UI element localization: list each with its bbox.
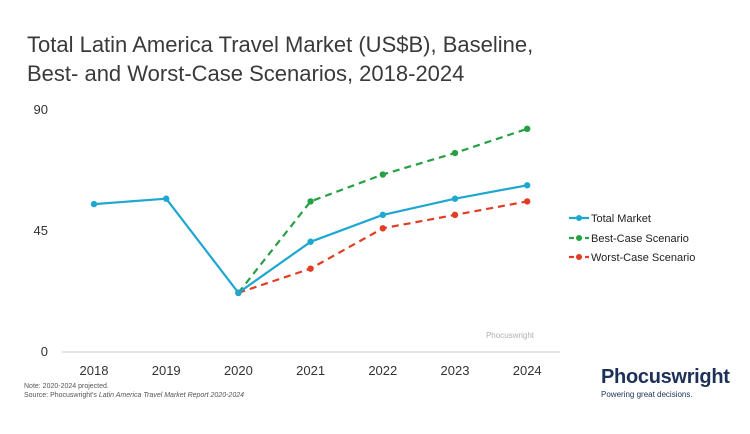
- legend-swatch-marker: [576, 254, 582, 260]
- x-tick-label: 2019: [152, 363, 181, 378]
- chart-title: Total Latin America Travel Market (US$B)…: [27, 30, 533, 88]
- brand-tagline: Powering great decisions.: [601, 390, 693, 399]
- x-tick-label: 2022: [368, 363, 397, 378]
- legend-swatch-marker: [576, 215, 582, 221]
- data-point: [235, 289, 242, 297]
- data-point: [90, 200, 98, 208]
- chart-title-line-1: Total Latin America Travel Market (US$B)…: [27, 32, 534, 57]
- source-report-title: Latin America Travel Market Report 2020-…: [98, 392, 244, 399]
- data-point: [524, 125, 531, 133]
- x-tick-label: 2021: [296, 363, 325, 378]
- data-point: [307, 238, 314, 245]
- data-point: [451, 211, 459, 219]
- data-point: [524, 182, 531, 189]
- data-point: [451, 195, 459, 202]
- y-tick-label: 45: [34, 223, 48, 238]
- x-tick-label: 2018: [80, 363, 109, 378]
- y-tick-label: 90: [34, 102, 48, 117]
- watermark-text: Phocuswright: [486, 331, 535, 340]
- y-tick-label: 0: [41, 344, 48, 359]
- legend-label: Best-Case Scenario: [591, 233, 689, 245]
- data-point: [163, 195, 170, 202]
- data-point: [379, 171, 386, 178]
- brand-logo: Phocuswright Powering great decisions.: [601, 366, 730, 399]
- footnote-projected: Note: 2020-2024 projected.: [24, 383, 109, 390]
- data-point: [451, 149, 459, 157]
- data-point: [307, 198, 314, 205]
- x-tick-label: 2023: [441, 363, 470, 378]
- chart-title-line-2: Best- and Worst-Case Scenarios, 2018-202…: [27, 61, 465, 86]
- x-tick-label: 2024: [513, 363, 542, 378]
- footnote-source: Source: Phocuswright's Latin America Tra…: [24, 392, 244, 399]
- legend-label: Total Market: [591, 213, 651, 225]
- data-point: [379, 211, 386, 219]
- data-point: [307, 265, 314, 272]
- data-point: [524, 198, 531, 205]
- legend-swatch-marker: [576, 235, 582, 241]
- x-tick-label: 2020: [224, 363, 253, 378]
- data-point: [379, 225, 386, 232]
- series-line: [237, 127, 528, 294]
- brand-name: Phocuswright: [601, 366, 730, 388]
- legend-label: Worst-Case Scenario: [591, 252, 695, 264]
- source-prefix: Source: Phocuswright's: [24, 392, 99, 399]
